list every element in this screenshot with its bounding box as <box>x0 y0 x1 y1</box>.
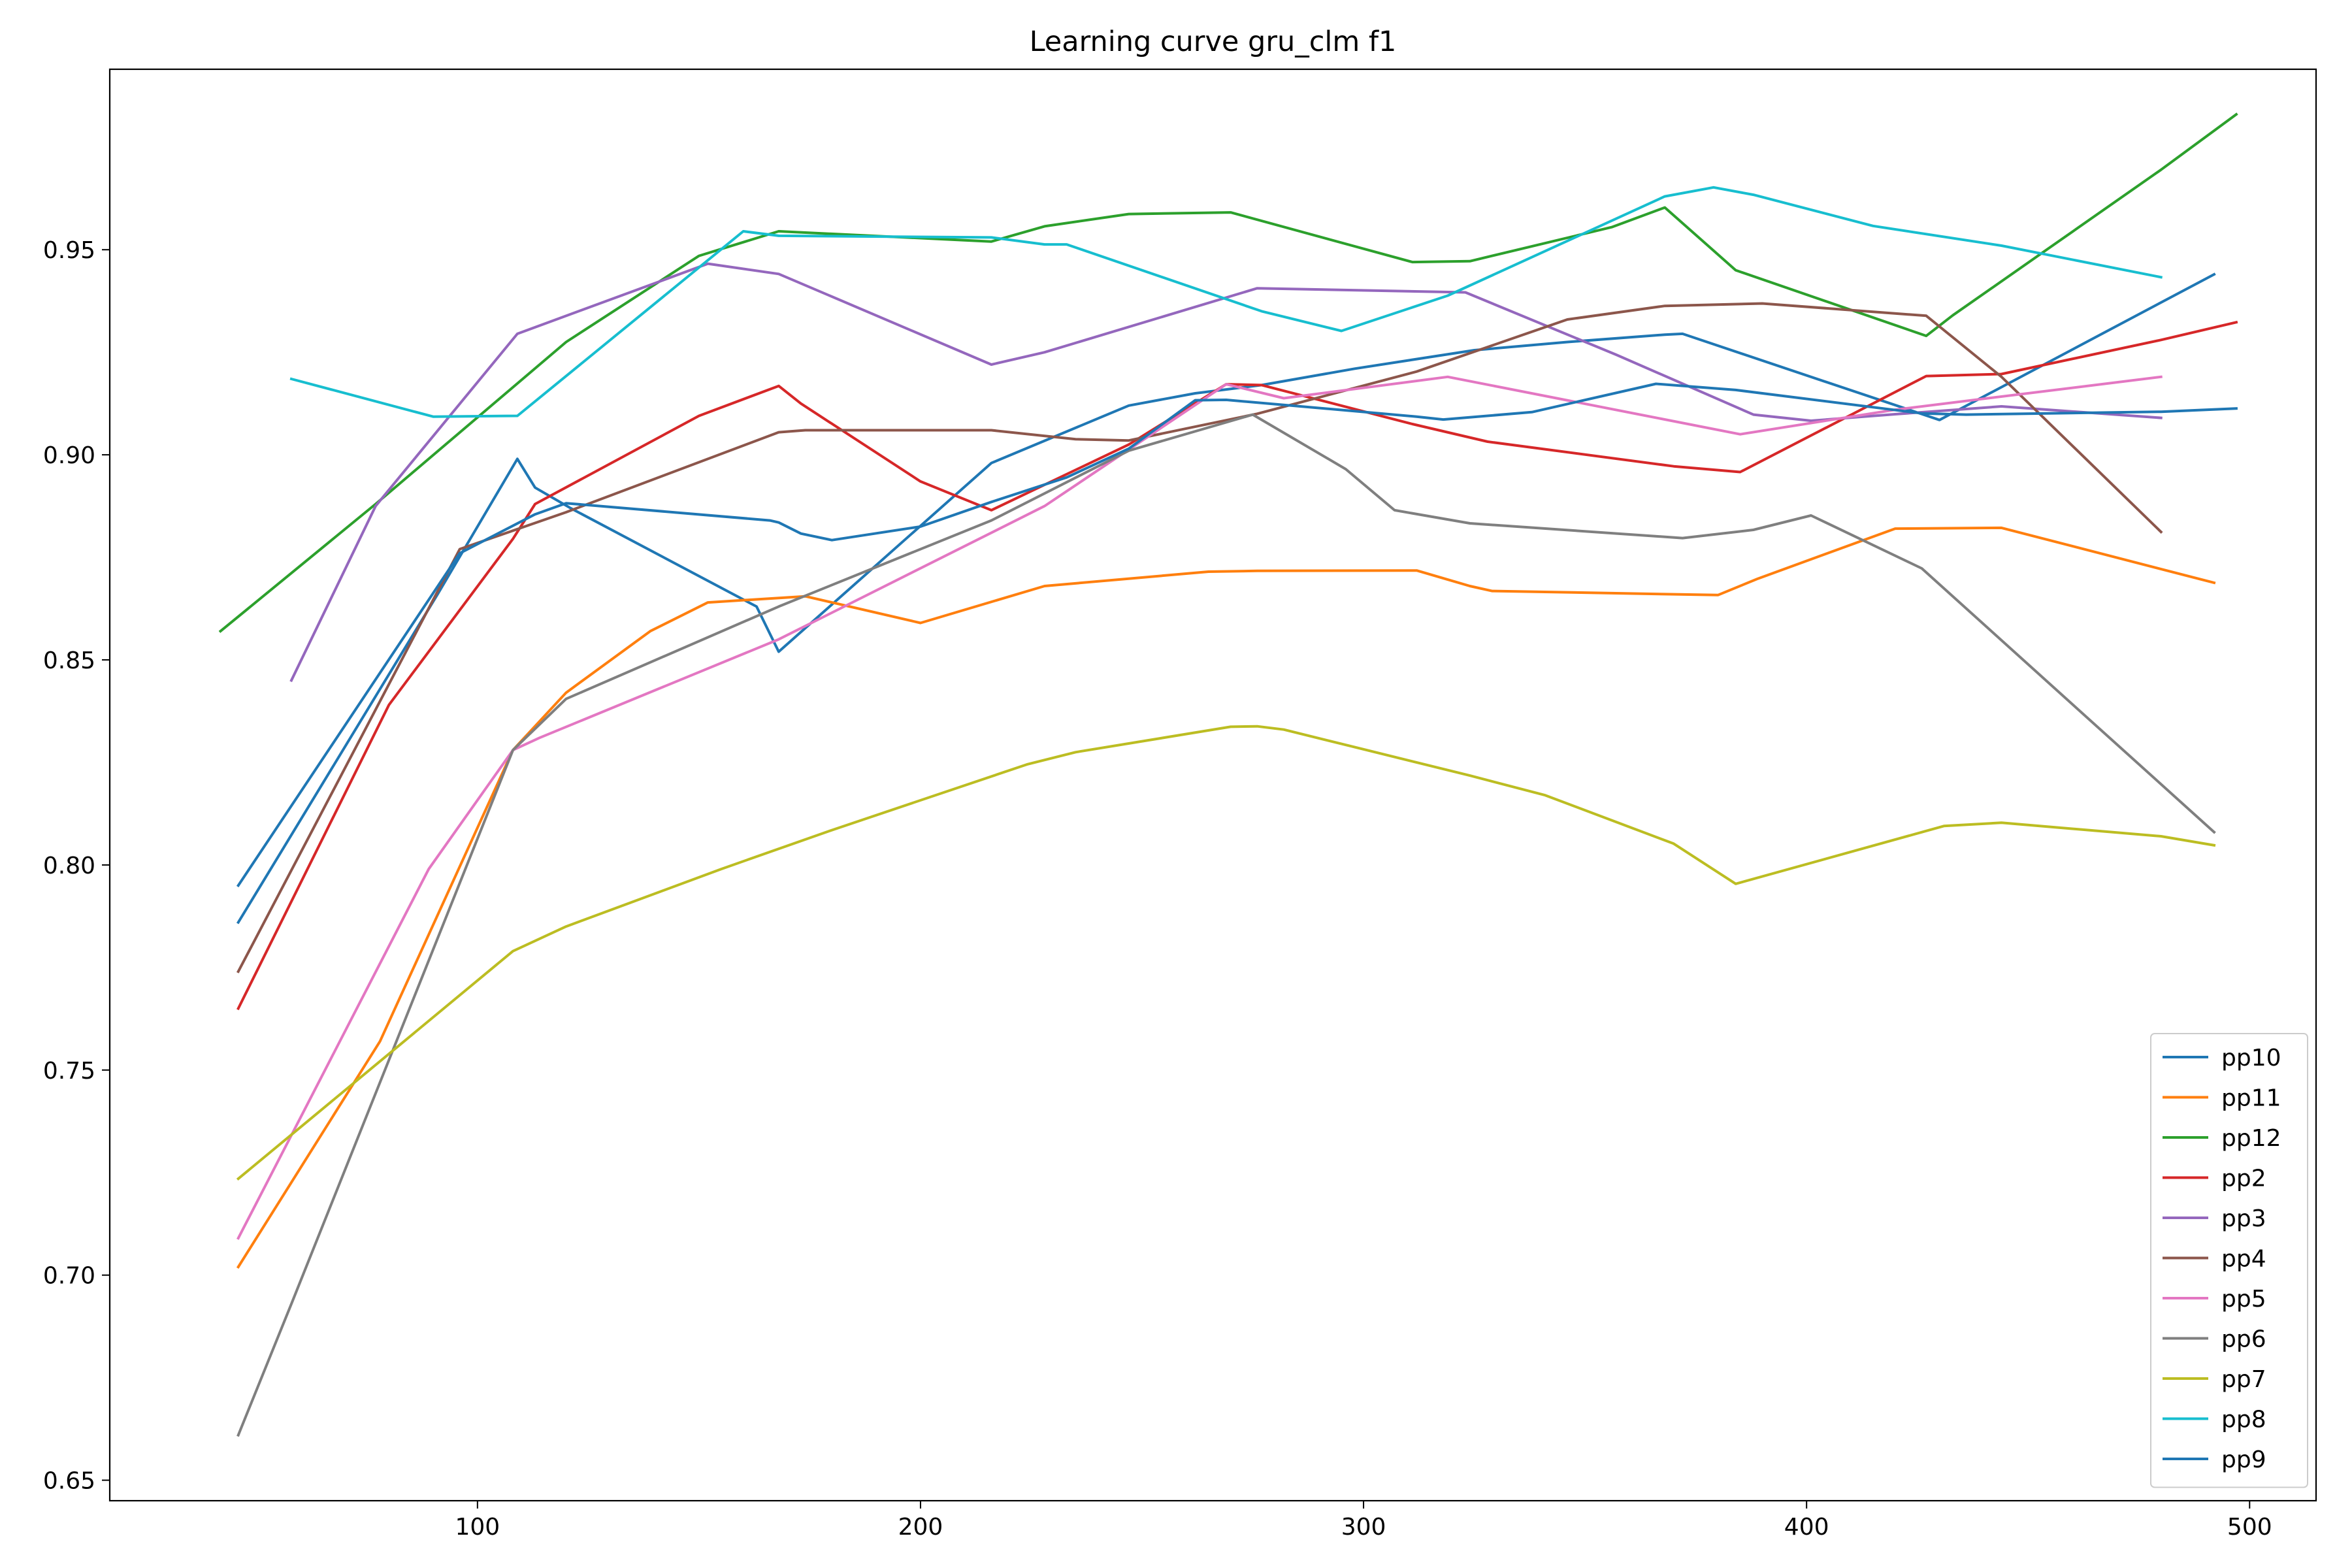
series-line-pp3 <box>289 262 2163 683</box>
x-tick-label: 100 <box>455 1514 500 1541</box>
y-tick-label: 0.95 <box>43 237 95 264</box>
legend-label-pp8: pp8 <box>2221 1407 2266 1433</box>
chart-title: Learning curve gru_clm f1 <box>1030 25 1397 58</box>
x-tick-label: 200 <box>898 1514 943 1541</box>
x-tick-label: 300 <box>1341 1514 1386 1541</box>
series-line-pp12 <box>218 112 2238 633</box>
y-tick-label: 0.80 <box>43 853 95 879</box>
legend: pp10 pp11 pp12 pp2 pp3 pp4 pp5 pp6 pp7 pp8 pp9 <box>2150 1033 2308 1488</box>
y-tick-label: 0.70 <box>43 1263 95 1290</box>
y-tick-label: 0.75 <box>43 1058 95 1085</box>
y-tick-label: 0.90 <box>43 442 95 469</box>
y-tick-label: 0.65 <box>43 1468 95 1495</box>
y-tick-label: 0.85 <box>43 647 95 674</box>
legend-label-pp6: pp6 <box>2221 1326 2266 1353</box>
series-line-pp7 <box>236 725 2216 1181</box>
x-tick-label: 400 <box>1784 1514 1829 1541</box>
legend-box <box>2150 1033 2308 1488</box>
legend-label-pp2: pp2 <box>2221 1166 2266 1192</box>
series-line-pp10 <box>236 272 2216 924</box>
legend-label-pp12: pp12 <box>2221 1125 2281 1152</box>
legend-label-pp9: pp9 <box>2221 1446 2266 1473</box>
axis-ticks: 100 200 300 400 500 0.65 0.70 0.75 0.80 0.85 0.90 0… <box>43 237 2272 1541</box>
legend-label-pp4: pp4 <box>2221 1246 2266 1273</box>
series-line-pp11 <box>236 526 2216 1269</box>
legend-label-pp7: pp7 <box>2221 1366 2266 1393</box>
legend-label-pp5: pp5 <box>2221 1286 2266 1313</box>
legend-label-pp11: pp11 <box>2221 1085 2281 1112</box>
series-line-pp4 <box>237 302 2163 973</box>
axes-frame <box>108 68 2317 1502</box>
series-line-pp9 <box>236 382 2238 888</box>
series-lines <box>218 112 2238 1437</box>
x-tick-label: 500 <box>2227 1514 2272 1541</box>
legend-label-pp10: pp10 <box>2221 1045 2281 1071</box>
series-line-pp6 <box>237 413 2216 1437</box>
series-line-pp8 <box>289 186 2163 418</box>
legend-label-pp3: pp3 <box>2221 1205 2266 1232</box>
